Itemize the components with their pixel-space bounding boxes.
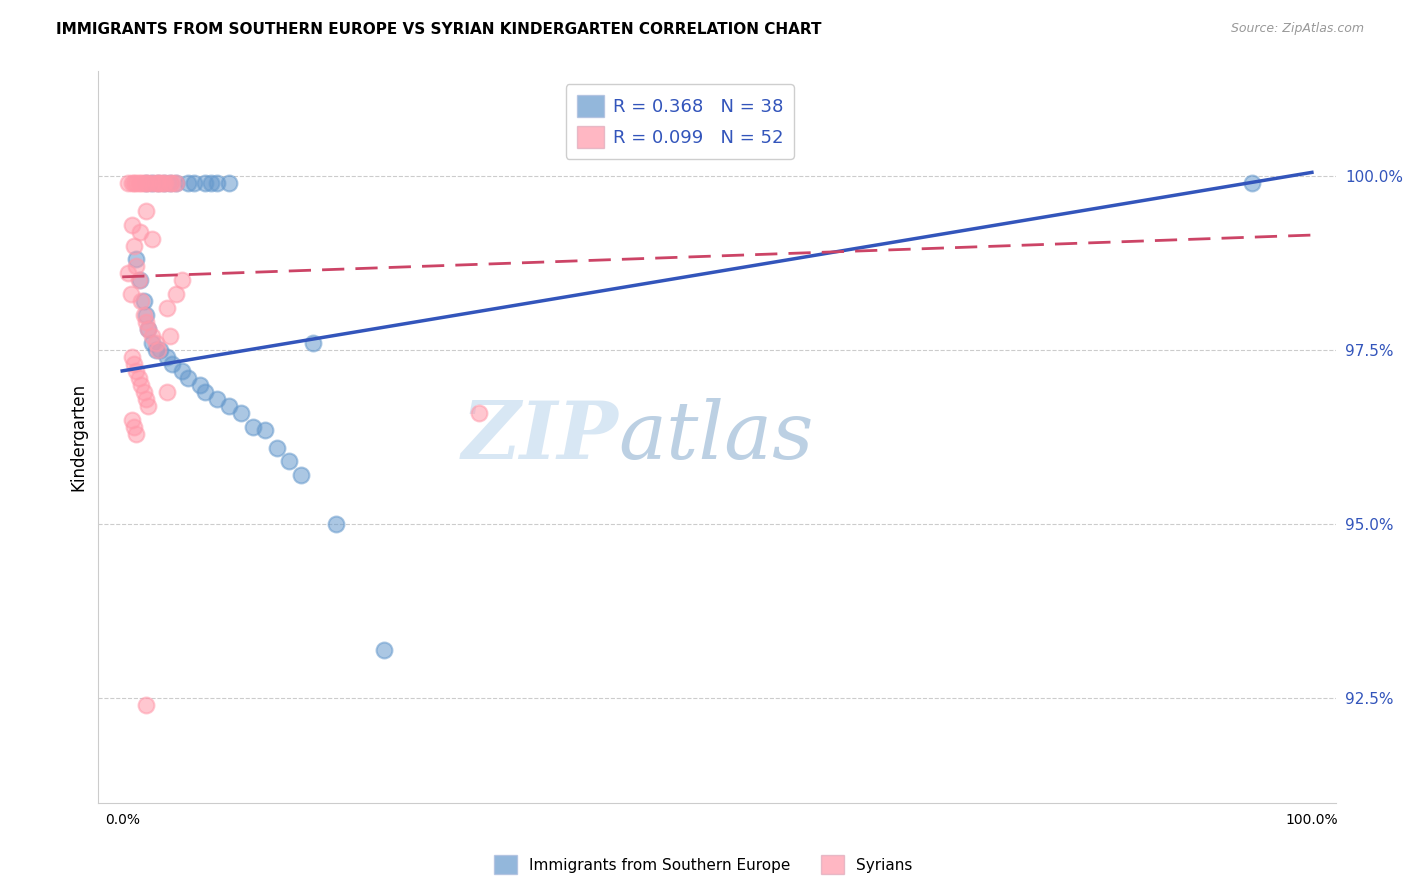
Text: Source: ZipAtlas.com: Source: ZipAtlas.com bbox=[1230, 22, 1364, 36]
Point bbox=[122, 238, 145, 252]
Point bbox=[253, 423, 276, 437]
Point bbox=[188, 377, 211, 392]
Point bbox=[132, 294, 155, 309]
Point bbox=[129, 377, 152, 392]
Point bbox=[125, 252, 148, 267]
Point bbox=[149, 343, 172, 357]
Point bbox=[200, 176, 222, 190]
Point bbox=[138, 322, 160, 336]
Point bbox=[129, 176, 152, 190]
Point bbox=[128, 176, 150, 190]
Point bbox=[138, 176, 160, 190]
Point bbox=[170, 273, 193, 287]
Point bbox=[138, 322, 160, 336]
Point bbox=[125, 426, 148, 441]
Point bbox=[194, 384, 217, 399]
Point bbox=[146, 176, 169, 190]
Point bbox=[145, 176, 167, 190]
Point bbox=[117, 266, 139, 280]
Point bbox=[165, 287, 187, 301]
Point bbox=[156, 384, 179, 399]
Point bbox=[122, 176, 145, 190]
Point bbox=[159, 176, 181, 190]
Point bbox=[194, 176, 217, 190]
Point bbox=[135, 203, 157, 218]
Point bbox=[152, 176, 174, 190]
Point bbox=[160, 176, 183, 190]
Point bbox=[135, 308, 157, 322]
Point bbox=[141, 329, 163, 343]
Point bbox=[373, 642, 395, 657]
Point bbox=[207, 392, 229, 406]
Point bbox=[153, 176, 176, 190]
Point bbox=[132, 176, 155, 190]
Point bbox=[135, 315, 157, 329]
Point bbox=[135, 392, 157, 406]
Point bbox=[468, 406, 491, 420]
Point bbox=[138, 399, 160, 413]
Point bbox=[132, 384, 155, 399]
Point bbox=[125, 176, 148, 190]
Point bbox=[117, 176, 139, 190]
Point bbox=[170, 364, 193, 378]
Point bbox=[129, 225, 152, 239]
Point bbox=[128, 273, 150, 287]
Point bbox=[121, 412, 143, 426]
Point bbox=[135, 176, 157, 190]
Point bbox=[128, 371, 150, 385]
Point bbox=[242, 419, 264, 434]
Text: ZIP: ZIP bbox=[461, 399, 619, 475]
Point bbox=[231, 406, 253, 420]
Point bbox=[121, 218, 143, 232]
Point bbox=[129, 273, 152, 287]
Legend: Immigrants from Southern Europe, Syrians: Immigrants from Southern Europe, Syrians bbox=[488, 849, 918, 880]
Point bbox=[129, 294, 152, 309]
Point bbox=[218, 399, 240, 413]
Point bbox=[145, 336, 167, 351]
Point bbox=[176, 371, 198, 385]
Y-axis label: Kindergarten: Kindergarten bbox=[69, 383, 87, 491]
Point bbox=[165, 176, 187, 190]
Point bbox=[176, 176, 198, 190]
Point bbox=[290, 468, 312, 483]
Point bbox=[218, 176, 240, 190]
Point bbox=[125, 260, 148, 274]
Point bbox=[266, 441, 288, 455]
Point bbox=[135, 698, 157, 713]
Point bbox=[156, 350, 179, 364]
Text: atlas: atlas bbox=[619, 399, 814, 475]
Point bbox=[156, 301, 179, 316]
Point bbox=[146, 343, 169, 357]
Point bbox=[132, 308, 155, 322]
Text: 0.0%: 0.0% bbox=[104, 814, 139, 827]
Point bbox=[207, 176, 229, 190]
Point bbox=[121, 176, 143, 190]
Text: 100.0%: 100.0% bbox=[1285, 814, 1339, 827]
Point bbox=[120, 287, 142, 301]
Point bbox=[122, 357, 145, 371]
Point bbox=[141, 336, 163, 351]
Text: IMMIGRANTS FROM SOUTHERN EUROPE VS SYRIAN KINDERGARTEN CORRELATION CHART: IMMIGRANTS FROM SOUTHERN EUROPE VS SYRIA… bbox=[56, 22, 821, 37]
Point bbox=[1241, 176, 1264, 190]
Point bbox=[145, 343, 167, 357]
Point bbox=[325, 517, 347, 532]
Point bbox=[160, 357, 183, 371]
Point bbox=[141, 231, 163, 245]
Point bbox=[135, 176, 157, 190]
Point bbox=[146, 176, 169, 190]
Point bbox=[141, 176, 163, 190]
Point bbox=[121, 350, 143, 364]
Point bbox=[149, 176, 172, 190]
Point bbox=[301, 336, 323, 351]
Point bbox=[159, 329, 181, 343]
Point bbox=[183, 176, 205, 190]
Point bbox=[277, 454, 299, 468]
Point bbox=[141, 176, 163, 190]
Point bbox=[165, 176, 187, 190]
Legend: R = 0.368   N = 38, R = 0.099   N = 52: R = 0.368 N = 38, R = 0.099 N = 52 bbox=[565, 84, 794, 159]
Point bbox=[159, 176, 181, 190]
Point bbox=[153, 176, 176, 190]
Point bbox=[125, 364, 148, 378]
Point bbox=[122, 419, 145, 434]
